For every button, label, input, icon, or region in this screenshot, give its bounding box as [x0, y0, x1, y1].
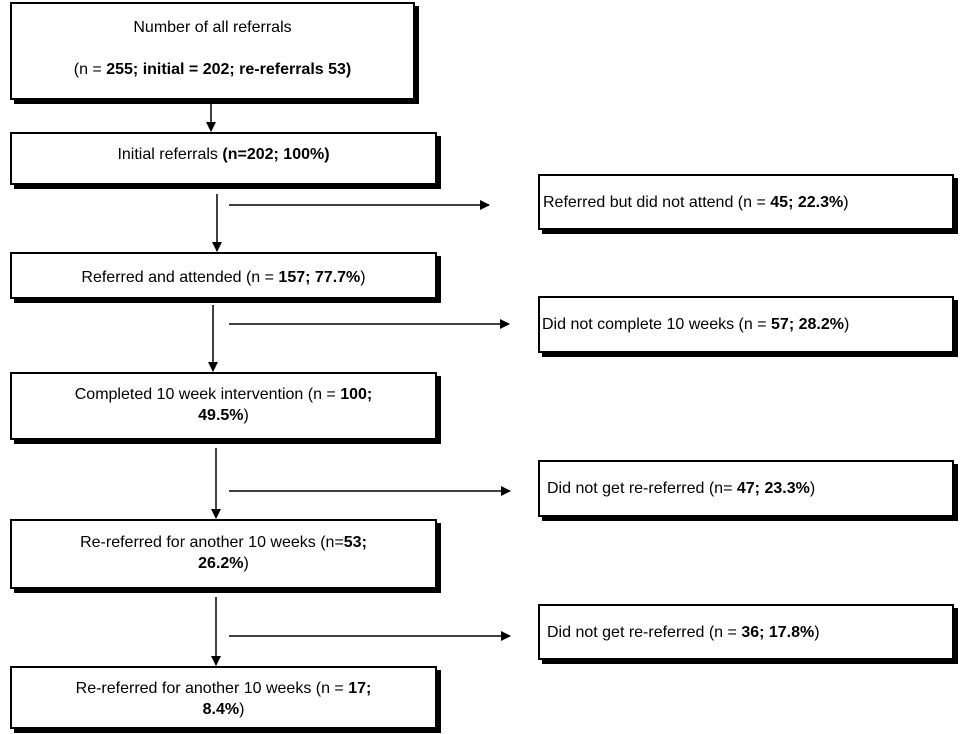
not-rereferred-2-text: Did not get re-referred (n = 36; 17.8%): [547, 622, 820, 643]
box-rereferred-2: Re-referred for another 10 weeks (n = 17…: [10, 666, 437, 729]
box-not-rereferred-1: Did not get re-referred (n= 47; 23.3%): [538, 460, 954, 517]
all-referrals-counts: (n = 255; initial = 202; re-referrals 53…: [12, 59, 413, 80]
rereferred-1-percent: 26.2%): [12, 553, 435, 574]
rereferred-2-percent: 8.4%): [12, 699, 435, 720]
box-all-referrals: Number of all referrals (n = 255; initia…: [10, 2, 415, 100]
referred-attended-text: Referred and attended (n = 157; 77.7%): [12, 267, 435, 288]
box-did-not-complete: Did not complete 10 weeks (n = 57; 28.2%…: [538, 296, 954, 353]
initial-referrals-text: Initial referrals (n=202; 100%): [12, 144, 435, 165]
box-completed-intervention: Completed 10 week intervention (n = 100;…: [10, 372, 437, 440]
completed-percent: 49.5%): [12, 405, 435, 426]
rereferred-1-text: Re-referred for another 10 weeks (n=53;: [12, 532, 435, 553]
box-referred-attended: Referred and attended (n = 157; 77.7%): [10, 252, 437, 299]
box-did-not-attend: Referred but did not attend (n = 45; 22.…: [538, 174, 954, 230]
did-not-attend-text: Referred but did not attend (n = 45; 22.…: [543, 192, 849, 213]
all-referrals-title: Number of all referrals: [12, 17, 413, 38]
not-rereferred-1-text: Did not get re-referred (n= 47; 23.3%): [547, 478, 815, 499]
box-rereferred-1: Re-referred for another 10 weeks (n=53; …: [10, 519, 437, 589]
rereferred-2-text: Re-referred for another 10 weeks (n = 17…: [12, 678, 435, 699]
box-not-rereferred-2: Did not get re-referred (n = 36; 17.8%): [538, 604, 954, 660]
did-not-complete-text: Did not complete 10 weeks (n = 57; 28.2%…: [542, 314, 849, 335]
box-initial-referrals: Initial referrals (n=202; 100%): [10, 132, 437, 185]
completed-text: Completed 10 week intervention (n = 100;: [12, 384, 435, 405]
